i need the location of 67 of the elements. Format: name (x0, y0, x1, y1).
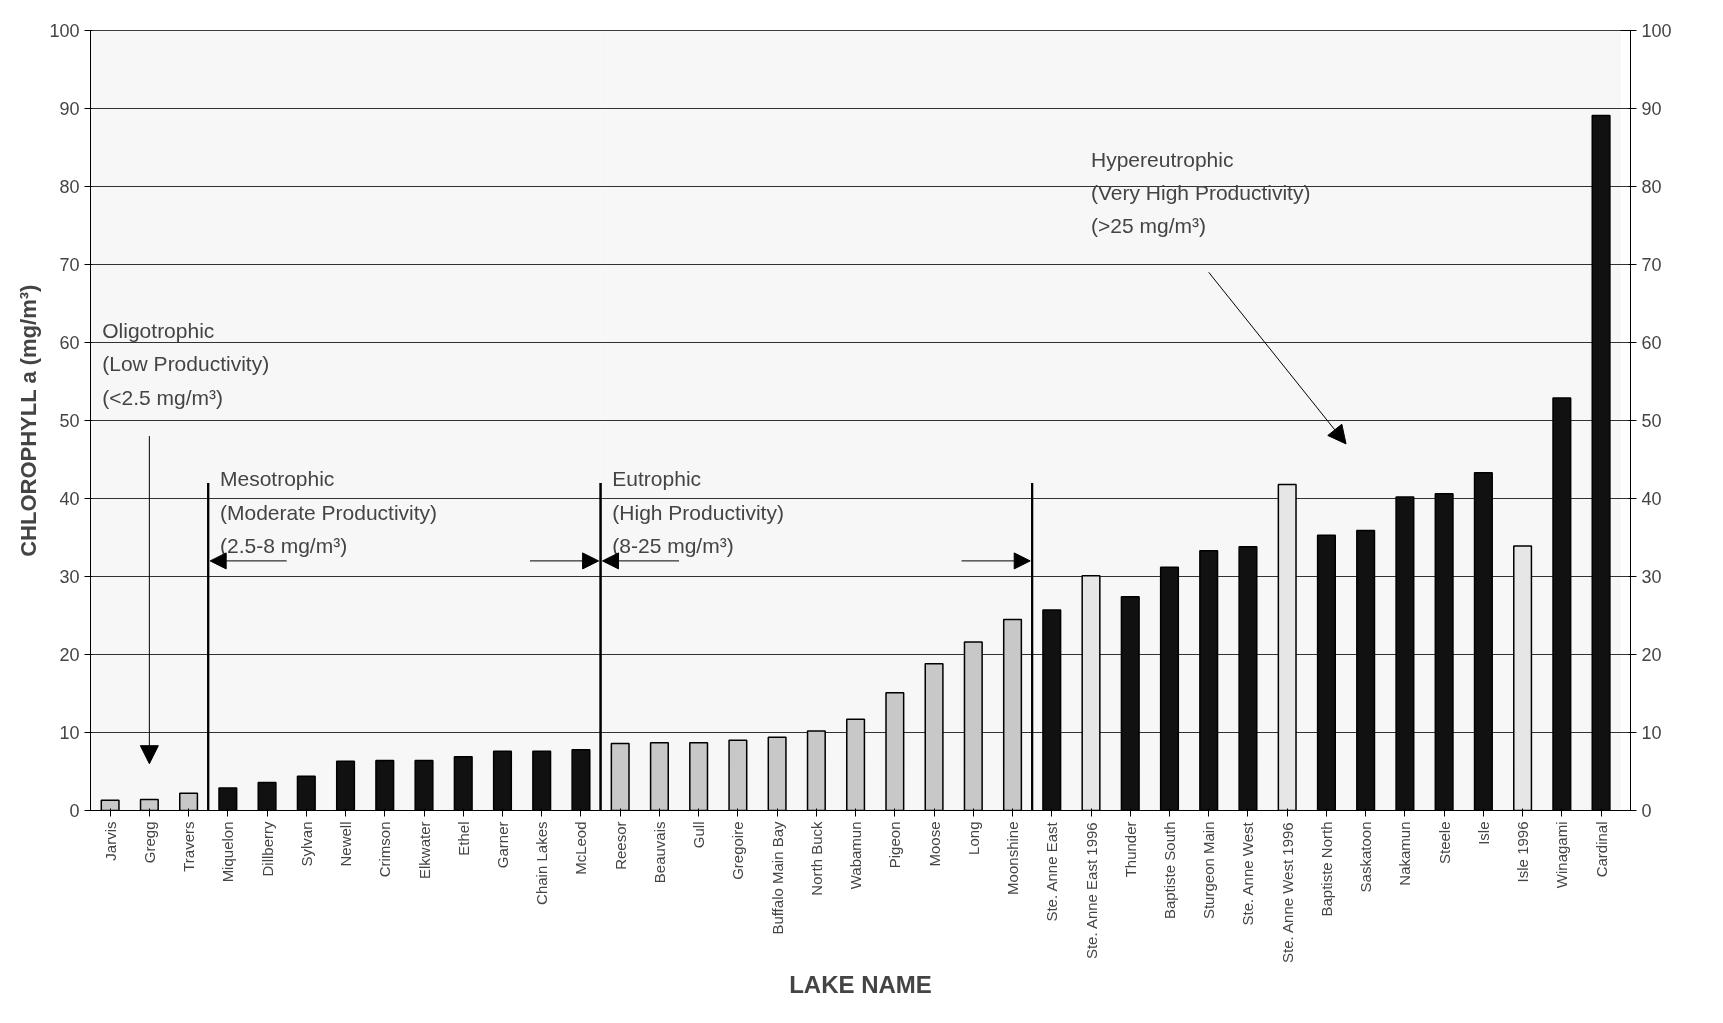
x-tick-label: Jarvis (101, 821, 119, 861)
x-tick-label: Beauvais (650, 821, 668, 884)
x-tick-label: Sturgeon Main (1200, 821, 1218, 920)
x-tick-label: Garner (493, 821, 511, 869)
y2-tick-label: 10 (1641, 723, 1662, 743)
y2-tick-label: 60 (1641, 333, 1662, 353)
y-tick-label: 50 (59, 411, 80, 431)
x-tick-label: Isle (1474, 821, 1492, 845)
y2-tick-label: 40 (1641, 489, 1662, 509)
x-tick-label: Moonshine (1004, 821, 1022, 895)
y-tick-label: 60 (59, 333, 80, 353)
y2-tick-label: 80 (1641, 177, 1662, 197)
y-tick-label: 20 (59, 645, 80, 665)
x-tick-label: Sylvan (297, 821, 315, 867)
x-tick-label: Winagami (1553, 821, 1571, 889)
x-tick-label: Long (964, 821, 982, 855)
x-tick-label: Elkwater (415, 821, 433, 880)
band-label: Mesotrophic (Moderate Productivity) (2.5-8 mg/m³) (219, 467, 438, 557)
x-tick-label: Wabamun (847, 821, 865, 890)
y2-tick-label: 70 (1641, 255, 1662, 275)
x-tick-label: Chain Lakes (533, 821, 551, 905)
y-tick-label: 10 (59, 723, 80, 743)
y2-tick-label: 20 (1641, 645, 1662, 665)
x-tick-label: Travers (180, 821, 198, 872)
y2-tick-label: 30 (1641, 567, 1662, 587)
x-axis-title: LAKE NAME (789, 970, 932, 998)
x-tick-label: Ethel (454, 821, 472, 856)
x-tick-label: Steele (1435, 821, 1453, 865)
y-tick-label: 0 (69, 801, 80, 821)
x-tick-label: Ste. Anne West 1996 (1278, 822, 1296, 963)
band-label: Oligotrophic (Low Productivity) (<2.5 mg/m³) (102, 319, 270, 409)
y2-tick-label: 100 (1641, 21, 1672, 41)
y-tick-label: 40 (59, 489, 80, 509)
x-tick-label: Reesor (611, 821, 629, 870)
x-tick-label: Pigeon (886, 821, 904, 869)
y-tick-label: 70 (59, 255, 80, 275)
x-tick-label: Ste. Anne East (1043, 821, 1061, 922)
x-tick-label: Isle 1996 (1514, 821, 1532, 883)
x-tick-label: Gregg (140, 821, 158, 864)
x-tick-label: Dillberry (258, 821, 276, 877)
x-tick-label: Thunder (1121, 821, 1139, 878)
y2-tick-label: 0 (1641, 801, 1652, 821)
x-tick-label: Cardinal (1592, 821, 1610, 878)
y2-tick-label: 90 (1641, 99, 1662, 119)
x-tick-label: Miquelon (219, 821, 237, 883)
x-tick-label: Newell (337, 821, 355, 867)
x-tick-label: Nakamun (1396, 821, 1414, 886)
x-tick-label: Ste. Anne East 1996 (1082, 822, 1100, 960)
y-tick-label: 80 (59, 177, 80, 197)
x-tick-label: Saskatoon (1357, 821, 1375, 893)
x-tick-label: North Buck (807, 821, 825, 896)
y-tick-label: 30 (59, 567, 80, 587)
x-tick-label: Gregoire (729, 821, 747, 880)
y-tick-label: 90 (59, 99, 80, 119)
x-tick-label: Baptiste North (1317, 821, 1335, 917)
band-label: Hypereutrophic (Very High Productivity) (>25 mg/m³) (1091, 147, 1311, 238)
x-tick-label: Gull (690, 821, 708, 849)
x-tick-label: Ste. Anne West (1239, 821, 1257, 926)
x-tick-label: McLeod (572, 821, 590, 875)
x-tick-label: Moose (925, 821, 943, 867)
x-tick-label: Crimson (376, 821, 394, 878)
x-tick-label: Buffalo Main Bay (768, 821, 786, 935)
band-label: Eutrophic (High Productivity) (8-25 mg/m³) (612, 467, 784, 557)
y-axis-title: CHLOROPHYLL a (mg/m³) (16, 284, 42, 557)
y-tick-label: 100 (49, 21, 80, 41)
y2-tick-label: 50 (1641, 411, 1662, 431)
x-tick-label: Baptiste South (1160, 821, 1178, 920)
